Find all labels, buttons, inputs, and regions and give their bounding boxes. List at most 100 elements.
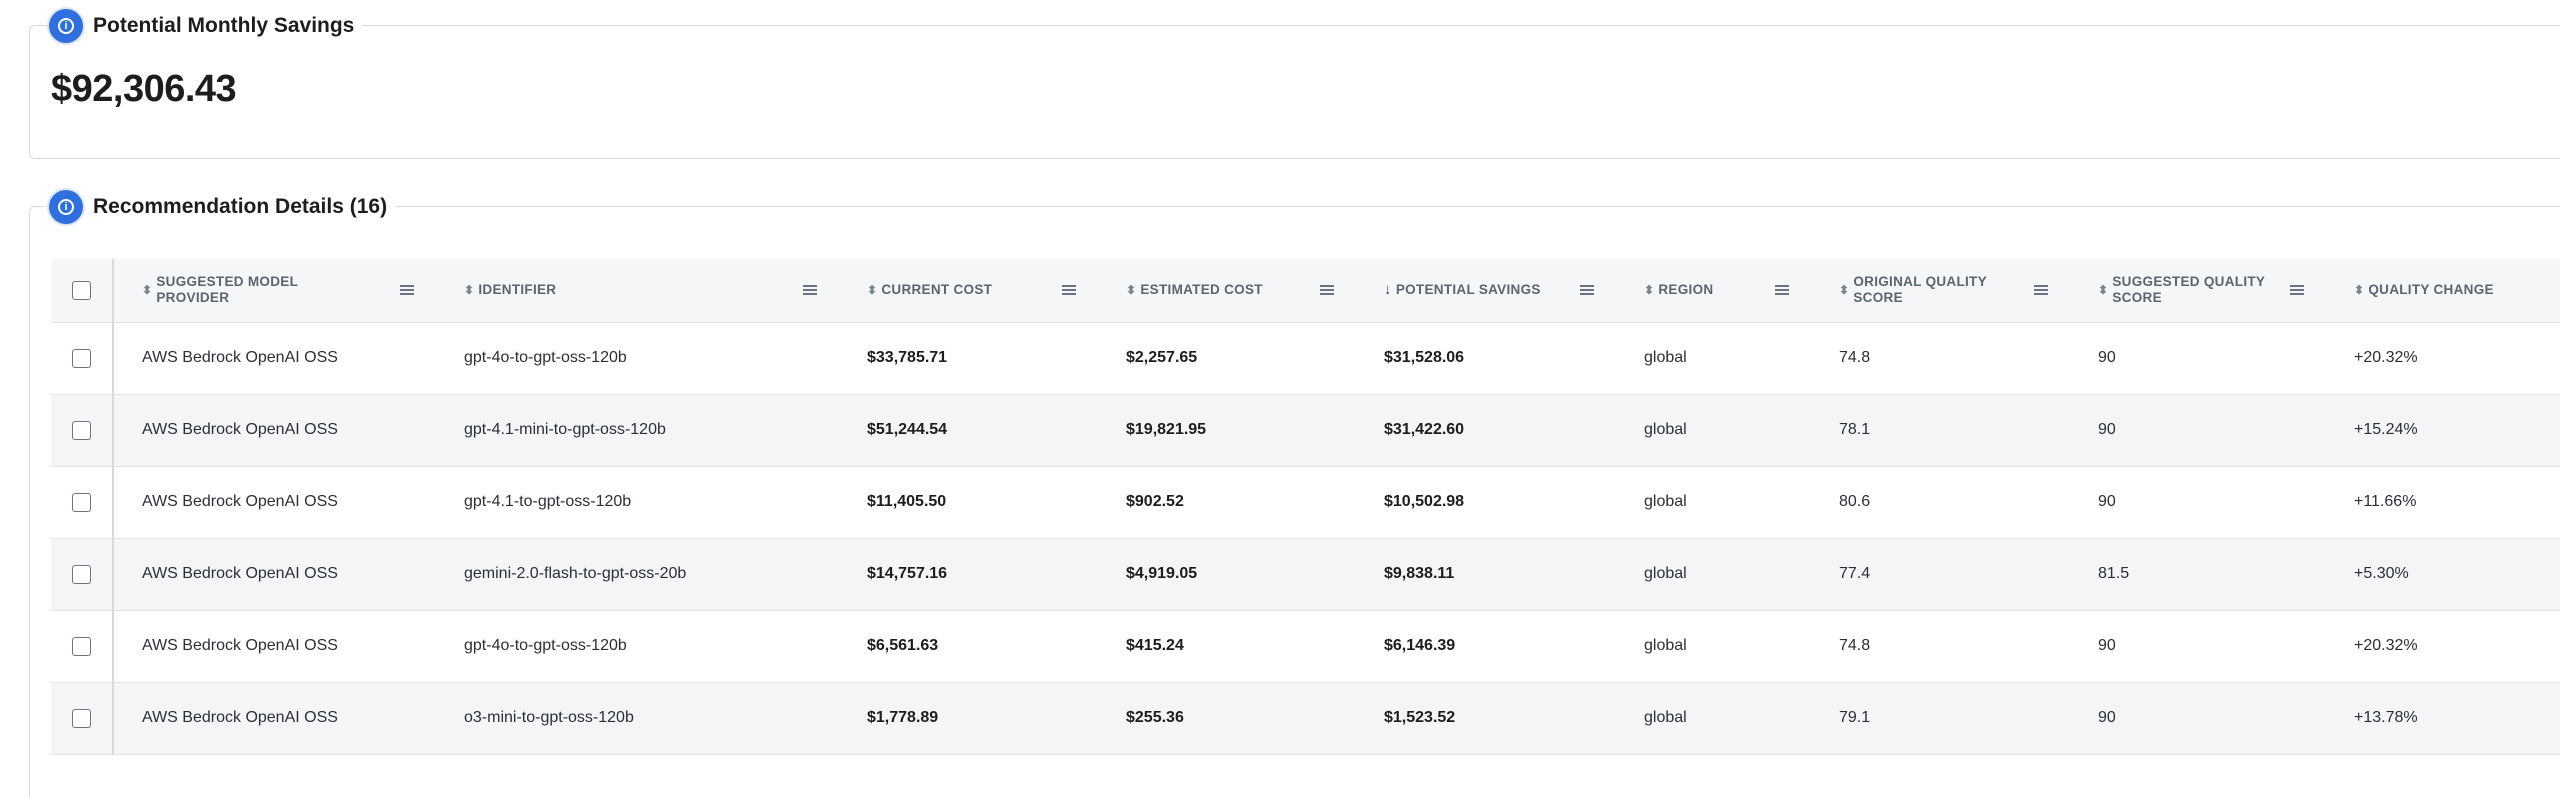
- cell-provider: AWS Bedrock OpenAI OSS: [113, 538, 436, 611]
- cell-quality-change: +15.24%: [2326, 394, 2560, 467]
- column-header-potential-savings[interactable]: ↓ POTENTIAL SAVINGS: [1356, 259, 1616, 323]
- cell-identifier: o3-mini-to-gpt-oss-120b: [436, 682, 839, 755]
- column-menu-icon[interactable]: [2290, 285, 2304, 296]
- column-menu-icon[interactable]: [1580, 285, 1594, 296]
- cell-region: global: [1616, 682, 1811, 755]
- cell-quality-change: +20.32%: [2326, 322, 2560, 395]
- row-select-cell: [51, 394, 114, 467]
- column-header-region[interactable]: ⬍ REGION: [1616, 259, 1811, 323]
- table-row[interactable]: AWS Bedrock OpenAI OSS o3-mini-to-gpt-oss…: [51, 682, 2560, 755]
- row-select-cell: [51, 610, 114, 683]
- sort-both-icon[interactable]: ⬍: [2098, 283, 2109, 298]
- recommendations-table: ⬍ SUGGESTED MODEL PROVIDER ⬍ IDENTIFIER ⬍ CURR…: [51, 259, 2560, 755]
- sort-both-icon[interactable]: ⬍: [464, 283, 475, 298]
- select-all-header: [51, 259, 114, 323]
- sort-both-icon[interactable]: ⬍: [1839, 283, 1850, 298]
- table-body: AWS Bedrock OpenAI OSS gpt-4o-to-gpt-oss-…: [51, 322, 2560, 755]
- cell-estimated-cost: $4,919.05: [1098, 538, 1356, 611]
- cell-identifier: gpt-4.1-to-gpt-oss-120b: [436, 466, 839, 539]
- table-row[interactable]: AWS Bedrock OpenAI OSS gpt-4o-to-gpt-oss-…: [51, 610, 2560, 683]
- sort-both-icon[interactable]: ⬍: [142, 283, 153, 298]
- cell-quality-change: +5.30%: [2326, 538, 2560, 611]
- table-header-row: ⬍ SUGGESTED MODEL PROVIDER ⬍ IDENTIFIER ⬍ CURR…: [51, 259, 2560, 323]
- cell-identifier: gpt-4o-to-gpt-oss-120b: [436, 610, 839, 683]
- cell-current-cost: $11,405.50: [839, 466, 1098, 539]
- column-menu-icon[interactable]: [400, 285, 414, 296]
- cell-savings: $6,146.39: [1356, 610, 1616, 683]
- cell-identifier: gpt-4o-to-gpt-oss-120b: [436, 322, 839, 395]
- cell-sugg-score: 81.5: [2070, 538, 2326, 611]
- column-header-quality-change[interactable]: ⬍ QUALITY CHANGE: [2326, 259, 2560, 323]
- column-header-current-cost[interactable]: ⬍ CURRENT COST: [839, 259, 1098, 323]
- column-header-identifier[interactable]: ⬍ IDENTIFIER: [436, 259, 839, 323]
- row-checkbox[interactable]: [72, 708, 91, 728]
- details-title: Recommendation Details (16): [93, 195, 388, 218]
- cell-current-cost: $14,757.16: [839, 538, 1098, 611]
- cell-region: global: [1616, 538, 1811, 611]
- sort-both-icon[interactable]: ⬍: [1126, 283, 1137, 298]
- column-menu-icon[interactable]: [1775, 285, 1789, 296]
- column-menu-icon[interactable]: [2034, 285, 2048, 296]
- savings-legend: i Potential Monthly Savings: [49, 9, 363, 43]
- cell-orig-score: 74.8: [1811, 322, 2070, 395]
- table-row[interactable]: AWS Bedrock OpenAI OSS gpt-4o-to-gpt-oss-…: [51, 322, 2560, 395]
- cell-provider: AWS Bedrock OpenAI OSS: [113, 394, 436, 467]
- cell-quality-change: +13.78%: [2326, 682, 2560, 755]
- column-menu-icon[interactable]: [803, 285, 817, 296]
- table-row[interactable]: AWS Bedrock OpenAI OSS gpt-4.1-mini-to-gp…: [51, 394, 2560, 467]
- cell-savings: $9,838.11: [1356, 538, 1616, 611]
- table-row[interactable]: AWS Bedrock OpenAI OSS gemini-2.0-flash-t…: [51, 538, 2560, 611]
- row-checkbox[interactable]: [72, 492, 91, 512]
- recommendation-details-card: i Recommendation Details (16) ⬍ SUGGESTED…: [29, 190, 2560, 797]
- cell-sugg-score: 90: [2070, 682, 2326, 755]
- column-menu-icon[interactable]: [1062, 285, 1076, 296]
- column-header-original-quality-score[interactable]: ⬍ ORIGINAL QUALITY SCORE: [1811, 259, 2070, 323]
- cell-savings: $10,502.98: [1356, 466, 1616, 539]
- column-header-label: CURRENT COST: [881, 282, 993, 298]
- cell-identifier: gemini-2.0-flash-to-gpt-oss-20b: [436, 538, 839, 611]
- cell-region: global: [1616, 394, 1811, 467]
- column-header-suggested-quality-score[interactable]: ⬍ SUGGESTED QUALITY SCORE: [2070, 259, 2326, 323]
- cell-quality-change: +11.66%: [2326, 466, 2560, 539]
- column-header-label: ESTIMATED COST: [1140, 282, 1263, 298]
- cell-savings: $1,523.52: [1356, 682, 1616, 755]
- details-legend: i Recommendation Details (16): [49, 190, 396, 224]
- cell-provider: AWS Bedrock OpenAI OSS: [113, 682, 436, 755]
- row-checkbox[interactable]: [72, 564, 91, 584]
- cell-sugg-score: 90: [2070, 610, 2326, 683]
- sort-descending-icon[interactable]: ↓: [1384, 281, 1392, 299]
- table-row[interactable]: AWS Bedrock OpenAI OSS gpt-4.1-to-gpt-oss…: [51, 466, 2560, 539]
- cell-current-cost: $33,785.71: [839, 322, 1098, 395]
- cell-estimated-cost: $19,821.95: [1098, 394, 1356, 467]
- column-header-estimated-cost[interactable]: ⬍ ESTIMATED COST: [1098, 259, 1356, 323]
- row-select-cell: [51, 682, 114, 755]
- cell-sugg-score: 90: [2070, 394, 2326, 467]
- cell-provider: AWS Bedrock OpenAI OSS: [113, 466, 436, 539]
- info-icon: i: [49, 190, 83, 224]
- cell-sugg-score: 90: [2070, 322, 2326, 395]
- row-checkbox[interactable]: [72, 636, 91, 656]
- row-checkbox[interactable]: [72, 420, 91, 440]
- cell-sugg-score: 90: [2070, 466, 2326, 539]
- sort-both-icon[interactable]: ⬍: [1644, 283, 1655, 298]
- column-header-provider[interactable]: ⬍ SUGGESTED MODEL PROVIDER: [113, 259, 436, 323]
- column-menu-icon[interactable]: [1320, 285, 1334, 296]
- cell-estimated-cost: $255.36: [1098, 682, 1356, 755]
- cell-region: global: [1616, 466, 1811, 539]
- row-checkbox[interactable]: [72, 348, 91, 368]
- cell-region: global: [1616, 610, 1811, 683]
- column-header-label: IDENTIFIER: [478, 282, 557, 298]
- savings-title: Potential Monthly Savings: [93, 14, 355, 37]
- sort-both-icon[interactable]: ⬍: [867, 283, 878, 298]
- cell-estimated-cost: $902.52: [1098, 466, 1356, 539]
- cell-orig-score: 80.6: [1811, 466, 2070, 539]
- select-all-checkbox[interactable]: [72, 280, 91, 300]
- cell-current-cost: $6,561.63: [839, 610, 1098, 683]
- cell-orig-score: 77.4: [1811, 538, 2070, 611]
- column-header-label: SUGGESTED QUALITY SCORE: [2112, 274, 2266, 306]
- cell-current-cost: $51,244.54: [839, 394, 1098, 467]
- sort-both-icon[interactable]: ⬍: [2354, 283, 2365, 298]
- cell-identifier: gpt-4.1-mini-to-gpt-oss-120b: [436, 394, 839, 467]
- cell-savings: $31,422.60: [1356, 394, 1616, 467]
- cell-provider: AWS Bedrock OpenAI OSS: [113, 610, 436, 683]
